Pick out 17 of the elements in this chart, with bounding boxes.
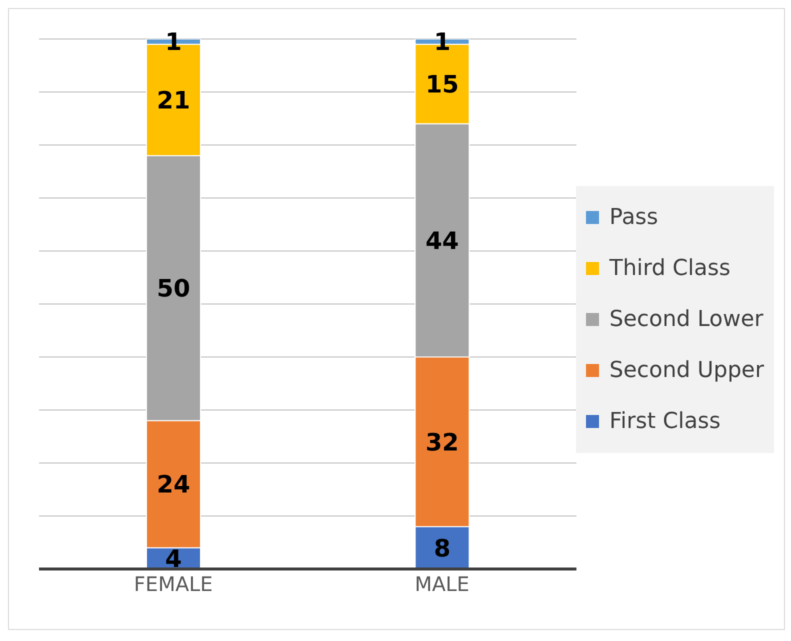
data-label: 21 [156, 86, 190, 114]
data-label: 4 [165, 544, 182, 573]
legend-label: Second Lower [608, 306, 764, 334]
data-label: 1 [434, 28, 451, 56]
legend-label: Second Upper [608, 356, 764, 384]
data-label: 15 [425, 70, 459, 99]
x-tick-label: FEMALE [134, 572, 213, 596]
data-label: 32 [425, 428, 459, 456]
legend-label: Third Class [608, 254, 732, 282]
data-label: 50 [156, 274, 190, 303]
x-tick-label: MALE [414, 572, 470, 596]
data-label: 1 [165, 28, 182, 56]
data-label: 44 [425, 226, 459, 255]
legend-label: Pass [608, 204, 660, 232]
data-label: 24 [156, 470, 190, 499]
legend-label: First Class [608, 408, 722, 436]
data-label: 8 [434, 534, 451, 562]
